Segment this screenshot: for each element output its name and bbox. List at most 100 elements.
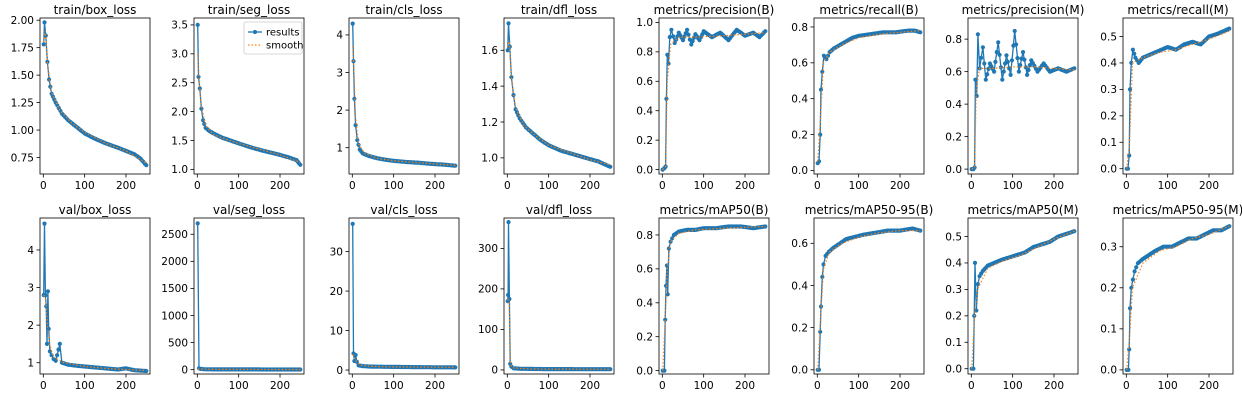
subplot: metrics/precision(B) 0 100 200 0.0 0.2 0.4 0.6 0… [636, 3, 774, 192]
y-tick-label: 0.2 [636, 331, 653, 343]
smooth-line [1126, 30, 1230, 169]
subplot-title: val/cls_loss [370, 203, 437, 217]
y-tick-label: 1.4 [481, 81, 498, 93]
results-point [985, 72, 990, 77]
results-point [1227, 224, 1232, 229]
y-tick-label: 0.6 [636, 76, 653, 88]
results-line [1126, 225, 1230, 371]
results-point [42, 221, 47, 226]
x-tick-label: 200 [425, 180, 445, 192]
results-point [1025, 72, 1030, 77]
y-tick-label: 0.0 [1100, 365, 1117, 377]
x-tick-label: 0 [814, 180, 821, 192]
x-tick-label: 0 [659, 180, 666, 192]
results-point [994, 50, 999, 55]
x-tick-label: 0 [349, 180, 356, 192]
smooth-line [507, 41, 611, 166]
results-line [662, 27, 766, 171]
axes-frame [967, 217, 1079, 375]
legend-results-label: results [266, 28, 300, 39]
y-tick-label: 0.8 [791, 22, 808, 34]
x-tick-label: 200 [270, 380, 290, 392]
y-tick-label: 0 [181, 364, 188, 376]
results-point [195, 221, 200, 226]
x-tick-label: 0 [504, 380, 511, 392]
plot-area [195, 22, 303, 167]
results-point [763, 224, 768, 229]
y-tick-label: 2.00 [11, 15, 34, 27]
y-tick-label: 1.25 [11, 97, 34, 109]
results-point [1134, 265, 1139, 270]
y-tick-label: 0.6 [636, 264, 653, 276]
subplot: train/box_loss 0 100 200 0.75 1.00 1.25 1.50 1.7… [11, 3, 151, 192]
results-point [506, 220, 511, 225]
y-tick-label: 0.1 [945, 337, 962, 349]
results-point [667, 35, 672, 40]
results-point [1132, 269, 1137, 274]
subplot-title: metrics/recall(B) [819, 3, 918, 17]
x-tick-label: 200 [735, 180, 755, 192]
results-point [1072, 229, 1077, 234]
smooth-line [352, 46, 456, 166]
results-point [1015, 56, 1020, 61]
y-tick-label: 1500 [161, 283, 188, 295]
y-tick-label: 0.8 [636, 230, 653, 242]
results-point [993, 59, 998, 64]
subplot-title: metrics/recall(M) [1127, 3, 1228, 17]
x-tick-label: 100 [849, 380, 869, 392]
x-tick-label: 200 [116, 180, 136, 192]
x-tick-label: 100 [539, 380, 559, 392]
y-tick-label: 0.2 [1100, 111, 1117, 123]
results-point [689, 42, 694, 47]
y-tick-label: 0.2 [791, 129, 808, 141]
plot-area [350, 221, 458, 370]
x-tick-label: 200 [1044, 380, 1064, 392]
results-point [1000, 77, 1005, 82]
x-tick-label: 100 [384, 380, 404, 392]
subplot: metrics/mAP50(B) 0 100 200 0.0 0.2 0.4 0.6 0.8 [636, 203, 770, 392]
axes-frame [39, 217, 151, 375]
y-tick-label: 1.2 [481, 117, 498, 129]
results-line [43, 22, 147, 166]
results-point [996, 40, 1001, 45]
x-tick-label: 100 [694, 180, 714, 192]
results-point [982, 61, 987, 66]
results-point [56, 347, 61, 352]
results-point [506, 21, 511, 26]
results-point [202, 121, 207, 127]
results-point [818, 132, 823, 137]
subplot: val/dfl_loss 0 100 200 0 100 200 300 [478, 203, 615, 392]
legend: results smooth [243, 21, 303, 55]
x-tick-label: 0 [40, 380, 47, 392]
results-point [1012, 28, 1017, 34]
y-tick-label: 3 [27, 282, 34, 294]
plot-area [41, 221, 149, 374]
y-tick-label: 2.0 [171, 106, 188, 118]
y-tick-label: 0.4 [791, 93, 808, 105]
y-tick-label: 1.00 [11, 125, 34, 137]
results-point [680, 38, 686, 43]
y-tick-label: 0.5 [945, 231, 962, 243]
subplot-title: metrics/precision(M) [962, 3, 1085, 17]
results-point [1018, 63, 1023, 68]
y-tick-label: 500 [168, 337, 188, 349]
y-tick-label: 0.2 [945, 311, 962, 323]
results-point [1227, 26, 1232, 31]
y-tick-label: 2000 [161, 256, 188, 268]
results-point [983, 77, 988, 82]
x-tick-label: 0 [504, 180, 511, 192]
x-tick-label: 0 [1123, 180, 1130, 192]
results-point [686, 32, 691, 37]
y-tick-label: 0.6 [791, 238, 808, 250]
results-point [1026, 67, 1031, 73]
y-tick-label: 0.4 [791, 280, 808, 292]
subplot-title: metrics/mAP50-95(M) [1113, 203, 1242, 217]
x-tick-label: 0 [349, 380, 356, 392]
y-tick-label: 1 [27, 358, 34, 370]
subplot-title: metrics/mAP50(B) [660, 203, 769, 217]
axes-frame [348, 17, 460, 175]
results-point [45, 289, 51, 294]
smooth-line [971, 230, 1075, 369]
y-tick-label: 1.0 [171, 164, 188, 176]
